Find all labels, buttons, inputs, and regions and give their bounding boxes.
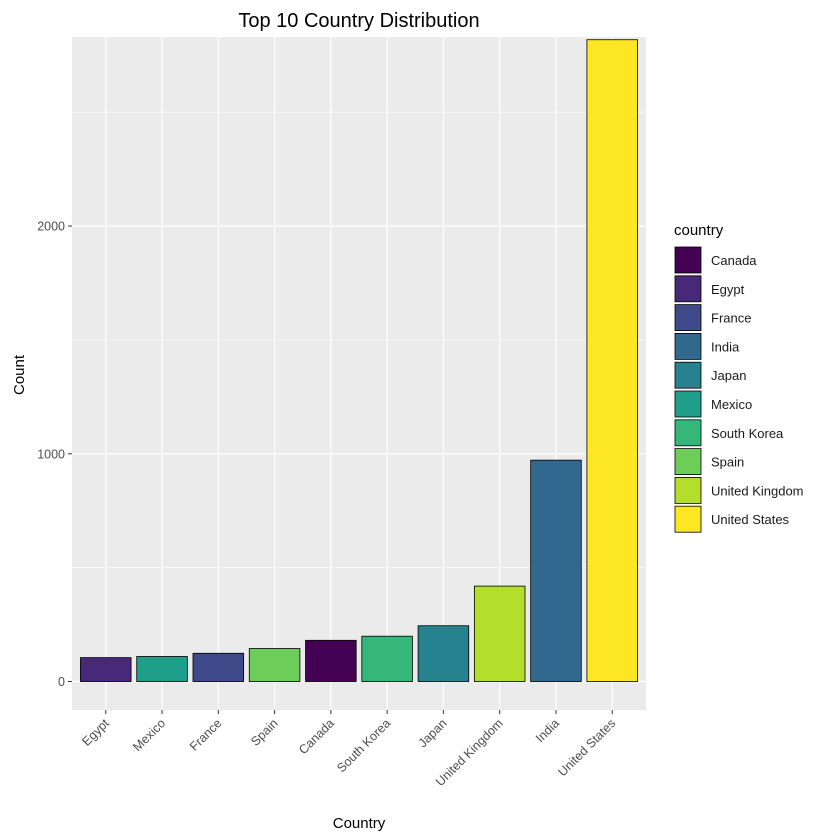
- bar-egypt: [80, 657, 132, 682]
- legend-label: France: [711, 311, 751, 326]
- y-axis-title: Count: [11, 354, 28, 395]
- bar-japan: [417, 625, 470, 682]
- bar-united-kingdom: [473, 585, 526, 682]
- legend-key: [674, 505, 702, 533]
- bar-south-korea: [361, 635, 413, 682]
- x-axis-title: Country: [333, 815, 386, 832]
- legend: country Canada Egypt France India Japan Mexic…: [674, 222, 804, 533]
- y-tick-label: 0: [58, 675, 65, 689]
- bar-united-states: [586, 39, 638, 682]
- legend-label: Spain: [711, 455, 744, 470]
- bar-india: [530, 459, 582, 682]
- y-axis-ticks: 0 1000 2000: [37, 220, 72, 689]
- legend-items: Canada Egypt France India Japan Mexico South K…: [674, 246, 804, 533]
- legend-key: [674, 448, 702, 476]
- legend-label: Egypt: [711, 282, 745, 297]
- bars: [80, 39, 638, 682]
- legend-key: [674, 419, 702, 447]
- bar-mexico: [136, 656, 188, 682]
- legend-key: [674, 476, 702, 504]
- legend-label: Japan: [711, 368, 746, 383]
- legend-label: South Korea: [711, 426, 784, 441]
- legend-key: [674, 332, 702, 360]
- legend-label: India: [711, 339, 740, 354]
- legend-key: [674, 246, 702, 274]
- legend-label: Canada: [711, 253, 757, 268]
- legend-key: [674, 275, 702, 303]
- legend-label: United States: [711, 512, 790, 527]
- legend-key: [674, 390, 702, 418]
- chart-title: Top 10 Country Distribution: [238, 10, 479, 32]
- bar-spain: [248, 648, 301, 682]
- y-tick-label: 2000: [37, 220, 65, 234]
- legend-label: United Kingdom: [711, 483, 804, 498]
- legend-key: [674, 304, 702, 332]
- legend-key: [674, 361, 702, 389]
- y-tick-label: 1000: [37, 447, 65, 461]
- bar-canada: [305, 639, 357, 682]
- legend-title: country: [674, 222, 724, 239]
- bar-france: [192, 652, 245, 682]
- legend-label: Mexico: [711, 397, 752, 412]
